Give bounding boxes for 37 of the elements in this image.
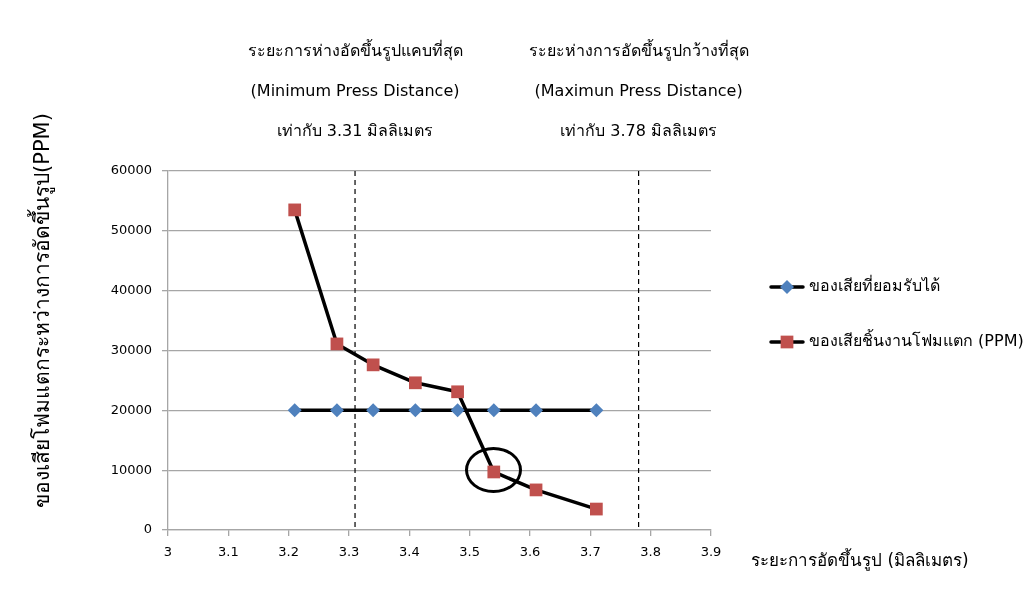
y-tick-label: 0: [143, 521, 152, 537]
point: [589, 403, 604, 418]
x-tick-label: 3.9: [700, 544, 722, 560]
point: [408, 403, 423, 418]
point: [366, 403, 381, 418]
point: [590, 502, 603, 516]
point: [287, 403, 302, 418]
point: [288, 203, 302, 217]
y-tick-label: 50000: [110, 222, 152, 238]
x-tick-label: 3: [163, 544, 173, 560]
y-tick-label: 10000: [110, 461, 152, 477]
point: [409, 376, 422, 390]
point: [450, 403, 465, 418]
y-tick-label: 20000: [110, 401, 152, 417]
text: ระยะการห่างอัดขึ้นรูปแคบที่สุด (Minimum Press Distance) เท่ากับ 3.31 มิลลิเมตร: [247, 41, 463, 141]
point: [366, 358, 380, 372]
x-tick-label: 3.5: [459, 544, 481, 560]
x-tick-label: 3.1: [217, 544, 239, 560]
legend-label: ของเสียที่ยอมรับได้: [809, 274, 940, 296]
y-tick-label: 30000: [110, 341, 152, 357]
x-tick-label: 3.7: [579, 544, 601, 560]
x-tick-label: 3.8: [640, 544, 662, 560]
y-tick-label: 40000: [110, 282, 152, 298]
point: [529, 403, 544, 418]
point: [487, 465, 501, 479]
point: [486, 403, 501, 418]
x-tick-label: 3.2: [278, 544, 300, 560]
y-axis-title: ของเสียโฟมแตกระหว่างการอัดขึ้นรูป(PPM): [27, 113, 56, 508]
y-tick-label: 60000: [110, 162, 152, 178]
legend-label: ของเสียชิ้นงานโฟมแตก (PPM): [809, 329, 1024, 351]
x-tick-label: 3.3: [338, 544, 360, 560]
text: ระยะห่างการอัดขึ้นรูปกว้างที่สุด (Maximun Press Distance) เท่ากับ 3.78 มิลลิเมตร: [528, 41, 749, 141]
point: [451, 385, 464, 399]
point: [329, 403, 344, 418]
x-tick-label: 3.4: [398, 544, 420, 560]
x-tick-label: 3.6: [519, 544, 541, 560]
x-axis-title: ระยะการอัดขึ้นรูป (มิลลิเมตร): [751, 548, 969, 572]
